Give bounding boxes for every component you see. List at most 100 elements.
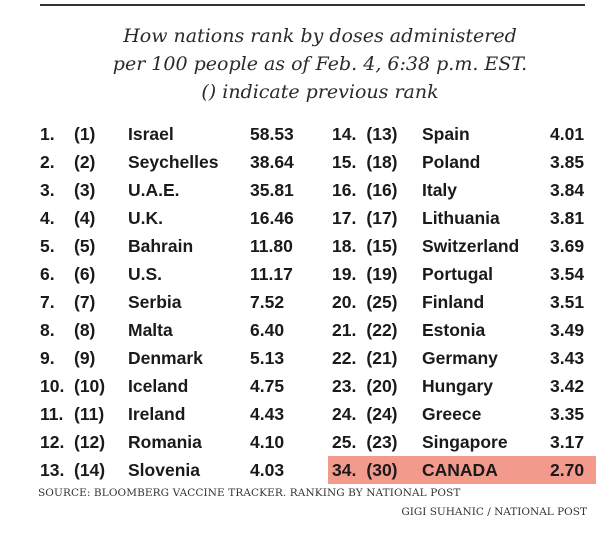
previous-rank-label: (14)	[74, 460, 106, 480]
rank-label: 10.	[40, 376, 65, 396]
rank-label: 3.	[40, 180, 55, 200]
country-label: Switzerland	[422, 236, 520, 256]
value-label: 38.64	[250, 152, 294, 172]
chart-title: How nations rank by doses administered p…	[40, 22, 600, 106]
rank-label: 2.	[40, 152, 55, 172]
country-label: Bahrain	[128, 236, 194, 256]
rank-label: 24.	[332, 404, 357, 424]
value-label: 35.81	[250, 180, 294, 200]
country-label: Malta	[128, 320, 173, 340]
previous-rank-label: (22)	[366, 320, 398, 340]
previous-rank-label: (12)	[74, 432, 106, 452]
rank-label: 25.	[332, 432, 357, 452]
top-rule	[40, 4, 585, 6]
table-row: 10. (10) Iceland 4.75	[38, 372, 328, 400]
country-label: Serbia	[128, 292, 182, 312]
country-label: Greece	[422, 404, 482, 424]
value-label: 4.03	[250, 460, 285, 480]
rank-label: 6.	[40, 264, 55, 284]
table-row: 18. (15) Switzerland 3.69	[328, 232, 596, 260]
rank-label: 22.	[332, 348, 357, 368]
table-row: 16. (16) Italy 3.84	[328, 176, 596, 204]
table-row: 15. (18) Poland 3.85	[328, 148, 596, 176]
previous-rank-label: (18)	[366, 152, 398, 172]
value-label: 3.84	[550, 180, 585, 200]
previous-rank-label: (10)	[74, 376, 106, 396]
previous-rank-label: (21)	[366, 348, 398, 368]
rank-label: 11.	[40, 404, 64, 424]
previous-rank-label: (3)	[74, 180, 96, 200]
previous-rank-label: (16)	[366, 180, 398, 200]
country-label: Iceland	[128, 376, 189, 396]
country-label: Finland	[422, 292, 485, 312]
value-label: 3.85	[550, 152, 585, 172]
value-label: 3.42	[550, 376, 585, 396]
previous-rank-label: (23)	[366, 432, 398, 452]
table-row: 4. (4) U.K. 16.46	[38, 204, 328, 232]
table-row: 12. (12) Romania 4.10	[38, 428, 328, 456]
value-label: 4.01	[550, 124, 585, 144]
value-label: 3.54	[550, 264, 585, 284]
table-row: 23. (20) Hungary 3.42	[328, 372, 596, 400]
country-label: Lithuania	[422, 208, 500, 228]
country-label: Slovenia	[128, 460, 200, 480]
rank-label: 19.	[332, 264, 357, 284]
previous-rank-label: (5)	[74, 236, 96, 256]
previous-rank-label: (2)	[74, 152, 96, 172]
previous-rank-label: (19)	[366, 264, 398, 284]
ranking-table: 1. (1) Israel 58.53 2. (2) Seychelles 38.64 3. (3…	[38, 120, 598, 484]
value-label: 3.43	[550, 348, 585, 368]
title-line-1: How nations rank by doses administered	[123, 25, 517, 47]
previous-rank-label: (24)	[366, 404, 398, 424]
table-row: 13. (14) Slovenia 4.03	[38, 456, 328, 484]
rank-label: 12.	[40, 432, 65, 452]
table-row: 2. (2) Seychelles 38.64	[38, 148, 328, 176]
value-label: 11.17	[250, 264, 293, 284]
table-row: 8. (8) Malta 6.40	[38, 316, 328, 344]
credit-line: GIGI SUHANIC / NATIONAL POST	[401, 506, 587, 518]
value-label: 7.52	[250, 292, 285, 312]
rank-label: 13.	[40, 460, 65, 480]
value-label: 11.80	[250, 236, 293, 256]
country-label: U.A.E.	[128, 180, 180, 200]
country-label: Denmark	[128, 348, 203, 368]
country-label: Portugal	[422, 264, 493, 284]
rank-label: 21.	[332, 320, 357, 340]
table-row: 7. (7) Serbia 7.52	[38, 288, 328, 316]
table-row: 5. (5) Bahrain 11.80	[38, 232, 328, 260]
previous-rank-label: (6)	[74, 264, 96, 284]
country-label: Singapore	[422, 432, 508, 452]
country-label: Romania	[128, 432, 202, 452]
previous-rank-label: (9)	[74, 348, 96, 368]
title-line-3: () indicate previous rank	[201, 81, 439, 103]
rank-label: 4.	[40, 208, 55, 228]
table-row: 17. (17) Lithuania 3.81	[328, 204, 596, 232]
previous-rank-label: (13)	[366, 124, 398, 144]
rank-label: 5.	[40, 236, 55, 256]
table-row: 6. (6) U.S. 11.17	[38, 260, 328, 288]
previous-rank-label: (20)	[366, 376, 398, 396]
table-row: 22. (21) Germany 3.43	[328, 344, 596, 372]
rank-label: 18.	[332, 236, 357, 256]
country-label: Poland	[422, 152, 481, 172]
country-label: CANADA	[422, 460, 498, 480]
rank-label: 7.	[40, 292, 55, 312]
country-label: Israel	[128, 124, 174, 144]
previous-rank-label: (17)	[366, 208, 398, 228]
value-label: 4.10	[250, 432, 285, 452]
rank-label: 14.	[332, 124, 357, 144]
value-label: 5.13	[250, 348, 285, 368]
table-row: 24. (24) Greece 3.35	[328, 400, 596, 428]
value-label: 4.43	[250, 404, 285, 424]
rank-label: 15.	[332, 152, 357, 172]
value-label: 16.46	[250, 208, 294, 228]
previous-rank-label: (4)	[74, 208, 96, 228]
country-label: Hungary	[422, 376, 493, 396]
table-row: 21. (22) Estonia 3.49	[328, 316, 596, 344]
table-row: 14. (13) Spain 4.01	[328, 120, 596, 148]
value-label: 3.17	[550, 432, 585, 452]
rank-label: 17.	[332, 208, 357, 228]
table-row: 1. (1) Israel 58.53	[38, 120, 328, 148]
value-label: 58.53	[250, 124, 294, 144]
previous-rank-label: (1)	[74, 124, 96, 144]
